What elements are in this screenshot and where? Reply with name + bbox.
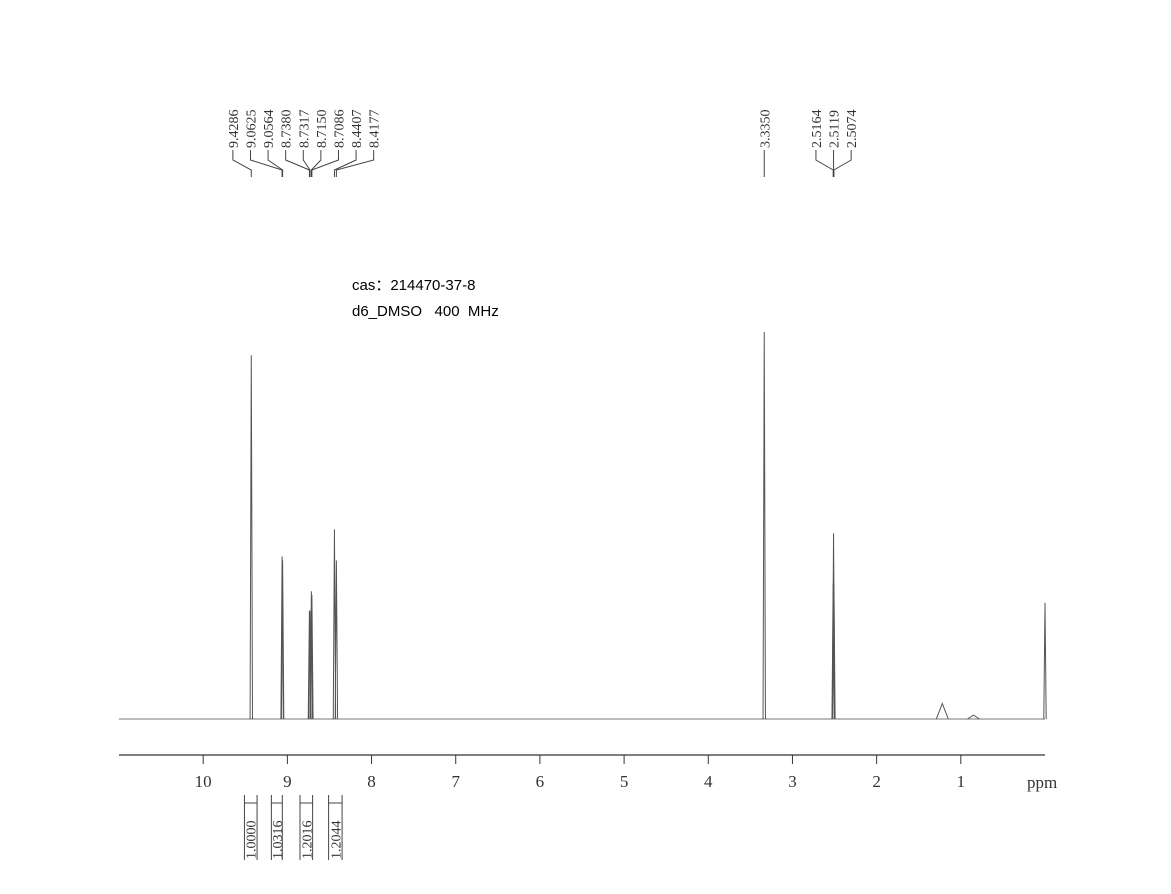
x-tick-label: 10	[195, 772, 212, 791]
x-tick-label: 2	[872, 772, 881, 791]
integral-label: 1.2044	[329, 821, 344, 860]
peak	[309, 591, 314, 720]
x-tick-label: 7	[451, 772, 460, 791]
x-tick-label: 6	[536, 772, 545, 791]
integral-label: 1.2016	[300, 821, 315, 860]
x-tick-label: 3	[788, 772, 797, 791]
peak-connector	[285, 150, 310, 177]
peak	[832, 583, 836, 720]
peak-label: 8.7380	[280, 110, 295, 149]
peak	[310, 595, 314, 720]
peak-connector	[833, 150, 852, 177]
peak-label: 8.7086	[332, 110, 347, 149]
peak	[762, 331, 766, 720]
peak-connector	[267, 150, 284, 177]
x-tick-label: 5	[620, 772, 629, 791]
peak-label: 8.4177	[368, 110, 383, 149]
integral-label: 1.0316	[271, 821, 286, 860]
x-tick-label: 4	[704, 772, 713, 791]
peak	[280, 560, 285, 720]
integral-label: 1.0000	[245, 821, 260, 860]
peak	[1043, 602, 1047, 720]
integral-bracket	[270, 795, 283, 804]
peak	[280, 556, 284, 720]
peak-label: 2.5074	[845, 110, 860, 149]
integral-bracket	[328, 795, 343, 804]
peak-label: 2.5164	[810, 110, 825, 149]
peak-label: 2.5119	[828, 110, 843, 148]
peak-label: 3.3350	[758, 110, 773, 149]
x-axis-label: ppm	[1027, 773, 1057, 792]
peak-label: 8.7150	[315, 110, 330, 149]
peak-label: 8.7317	[297, 110, 312, 149]
peak-label: 8.4407	[350, 110, 365, 149]
x-tick-label: 1	[957, 772, 966, 791]
x-tick-label: 8	[367, 772, 376, 791]
peak	[967, 714, 980, 720]
integral-bracket	[299, 795, 314, 804]
peak	[935, 702, 949, 720]
integral-bracket	[243, 795, 258, 804]
peak	[334, 560, 339, 720]
annotation: cas：214470-37-8	[352, 277, 475, 294]
annotation: d6_DMSO 400 MHz	[352, 303, 499, 320]
peak-connector	[310, 150, 322, 177]
peak-connector	[232, 150, 252, 177]
peak	[249, 355, 253, 720]
peak-connector	[302, 150, 311, 177]
peak-connector	[249, 150, 283, 177]
peak-connector	[333, 150, 357, 177]
peak-connector	[815, 150, 834, 177]
peak-label: 9.0625	[244, 110, 259, 149]
peak-connector	[311, 150, 339, 177]
peak-label: 9.4286	[227, 110, 242, 149]
peak-label: 9.0564	[262, 110, 277, 149]
x-tick-label: 9	[283, 772, 292, 791]
peak-connector	[335, 150, 375, 177]
